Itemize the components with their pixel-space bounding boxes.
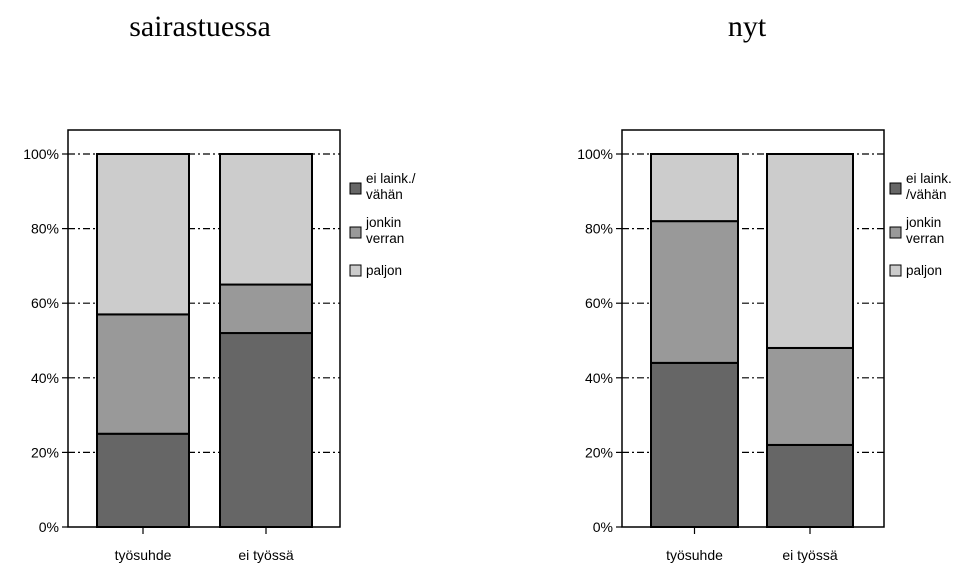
legend-label: paljon	[366, 263, 402, 278]
legend-swatch	[889, 182, 902, 195]
legend-label: paljon	[906, 263, 942, 278]
y-tick-label: 80%	[585, 221, 613, 237]
plot-frame	[67, 129, 341, 528]
legend-label: verran	[366, 231, 404, 246]
bar-segment	[219, 283, 313, 335]
bar-segment	[219, 332, 313, 529]
y-tick-label: 60%	[31, 295, 59, 311]
legend-label: ei laink.	[906, 171, 952, 186]
y-tick-label: 0%	[593, 519, 613, 535]
bar-segment	[96, 432, 190, 528]
bar-segment	[650, 153, 739, 223]
bar-segment	[650, 220, 739, 364]
chart-1: sairastuessa 0% 20% 40% 60% 80% 100% työsuhde ei…	[23, 10, 416, 563]
bar-segment	[650, 361, 739, 528]
legend-label: /vähän	[906, 187, 947, 202]
legend-swatch	[349, 226, 362, 239]
y-tick-label: 60%	[585, 295, 613, 311]
legend-label: jonkin	[365, 215, 401, 230]
bar-segment	[96, 153, 190, 316]
y-tick-label: 20%	[585, 444, 613, 460]
legend-label: jonkin	[905, 215, 941, 230]
x-tick-label: työsuhde	[666, 547, 723, 563]
chart-title: sairastuessa	[129, 10, 271, 43]
bar-segment	[219, 153, 313, 286]
y-tick-label: 20%	[31, 444, 59, 460]
y-tick-label: 0%	[39, 519, 59, 535]
legend-label: vähän	[366, 187, 403, 202]
y-tick-label: 100%	[577, 146, 613, 162]
legend-swatch	[889, 264, 902, 277]
x-tick-label: ei työssä	[782, 547, 837, 563]
plot-frame	[621, 129, 885, 528]
y-tick-label: 100%	[23, 146, 59, 162]
bar-segment	[766, 443, 854, 528]
bar-segment	[96, 313, 190, 435]
x-tick-label: ei työssä	[238, 547, 293, 563]
x-tick-label: työsuhde	[115, 547, 172, 563]
legend-swatch	[889, 226, 902, 239]
bar-segment	[766, 346, 854, 446]
legend-label: ei laink./	[366, 171, 416, 186]
y-tick-label: 40%	[31, 370, 59, 386]
legend-swatch	[349, 264, 362, 277]
bar-segment	[766, 153, 854, 349]
legend-label: verran	[906, 231, 944, 246]
legend-swatch	[349, 182, 362, 195]
y-tick-label: 80%	[31, 221, 59, 237]
chart-title: nyt	[728, 10, 767, 43]
chart-2: nyt 0% 20% 40% 60% 80% 100% työsuhde ei työssä ei…	[577, 10, 952, 563]
y-tick-label: 40%	[585, 370, 613, 386]
